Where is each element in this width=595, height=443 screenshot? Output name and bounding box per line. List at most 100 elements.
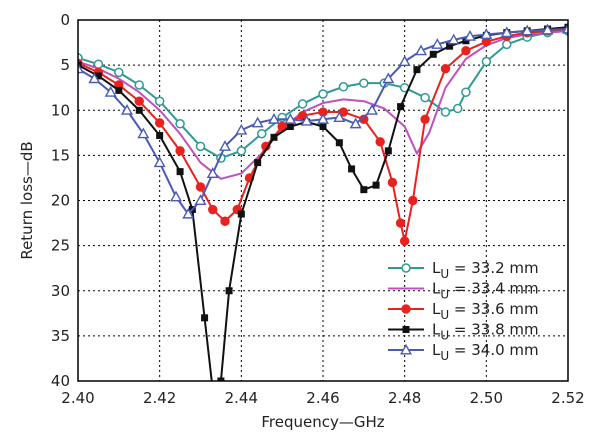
data-point xyxy=(375,137,385,147)
data-point xyxy=(254,159,262,167)
legend-label: LU = 33.2 mm xyxy=(432,259,539,281)
data-point xyxy=(251,116,264,128)
data-point xyxy=(446,42,454,50)
data-point xyxy=(359,78,369,88)
x-tick-label: 2.42 xyxy=(143,389,176,407)
y-tick-label: 15 xyxy=(51,146,70,164)
y-tick-label: 25 xyxy=(51,237,70,255)
data-point xyxy=(195,141,206,152)
legend-item-1: LU = 33.2 mm xyxy=(388,259,539,281)
data-point xyxy=(153,156,166,168)
data-point xyxy=(395,218,406,228)
x-axis-title: Frequency—GHz xyxy=(261,413,384,431)
data-point xyxy=(175,119,185,129)
data-point xyxy=(235,123,248,135)
data-point xyxy=(286,122,294,130)
data-point xyxy=(348,165,356,173)
data-point xyxy=(114,67,124,78)
data-point xyxy=(481,56,492,67)
data-point xyxy=(401,304,411,314)
data-point xyxy=(154,118,165,128)
data-point xyxy=(170,190,182,202)
data-point xyxy=(461,87,471,97)
data-point xyxy=(349,117,362,129)
data-point xyxy=(521,24,534,36)
data-point xyxy=(429,50,437,58)
data-point xyxy=(420,114,430,124)
data-point xyxy=(464,30,476,41)
data-point xyxy=(297,99,308,109)
data-point xyxy=(562,22,568,34)
legend-label: LU = 33.4 mm xyxy=(432,280,539,302)
data-point xyxy=(194,194,207,206)
data-point xyxy=(366,104,378,115)
series-line xyxy=(78,29,568,160)
data-point xyxy=(78,61,82,69)
data-point xyxy=(447,33,460,45)
y-axis-ticks: 0 5 10 15 20 25 30 35 40 xyxy=(51,11,70,390)
x-tick-label: 2.40 xyxy=(61,389,94,407)
data-point xyxy=(217,377,225,381)
data-point xyxy=(277,121,287,132)
data-point xyxy=(175,146,185,156)
data-point xyxy=(401,263,411,273)
data-point xyxy=(115,86,123,94)
data-point xyxy=(398,55,411,67)
y-tick-label: 10 xyxy=(51,101,70,119)
data-point xyxy=(156,132,164,140)
series-line xyxy=(78,29,568,180)
x-tick-label: 2.46 xyxy=(306,389,339,407)
data-point xyxy=(372,181,380,189)
data-point xyxy=(225,287,233,295)
data-point xyxy=(236,146,247,156)
data-point xyxy=(500,26,513,38)
x-tick-label: 2.52 xyxy=(551,389,584,407)
y-axis-title: Return loss—dB xyxy=(18,141,36,259)
data-point xyxy=(317,113,329,124)
data-point xyxy=(453,103,463,114)
data-point xyxy=(220,216,230,226)
series-5 xyxy=(78,22,568,219)
data-point xyxy=(333,111,346,123)
data-point xyxy=(195,182,206,192)
data-point xyxy=(78,62,84,74)
data-point xyxy=(104,85,117,97)
legend-label: LU = 34.0 mm xyxy=(432,341,539,363)
data-point xyxy=(461,45,471,56)
data-point xyxy=(387,177,398,188)
data-point xyxy=(208,204,218,215)
data-point xyxy=(209,387,216,394)
data-point xyxy=(397,103,405,111)
series-1 xyxy=(78,26,568,163)
x-tick-label: 2.50 xyxy=(470,389,503,407)
data-point xyxy=(541,23,554,35)
data-point xyxy=(402,326,410,333)
legend-item-5: LU = 34.0 mm xyxy=(388,341,539,363)
data-point xyxy=(182,207,195,219)
series-group xyxy=(78,22,568,394)
data-point xyxy=(382,72,395,84)
data-point xyxy=(384,147,392,155)
data-point xyxy=(480,28,493,39)
data-point xyxy=(88,72,101,84)
x-tick-label: 2.48 xyxy=(388,389,421,407)
series-2 xyxy=(78,29,568,180)
legend-item-3: LU = 33.6 mm xyxy=(388,300,539,322)
data-point xyxy=(431,38,444,49)
legend-item-2: LU = 33.4 mm xyxy=(388,280,539,302)
data-point xyxy=(284,113,297,124)
legend-label: LU = 33.8 mm xyxy=(432,321,539,343)
data-point xyxy=(201,314,209,322)
data-point xyxy=(399,236,410,246)
data-point xyxy=(134,80,144,90)
data-point xyxy=(176,168,184,176)
data-point xyxy=(335,139,343,147)
y-tick-label: 20 xyxy=(51,192,70,210)
legend-item-4: LU = 33.8 mm xyxy=(388,321,539,343)
data-point xyxy=(415,44,427,56)
data-point xyxy=(440,64,451,74)
data-point xyxy=(318,89,328,99)
data-point xyxy=(206,167,219,178)
data-point xyxy=(502,39,512,50)
x-tick-label: 2.44 xyxy=(225,389,258,407)
